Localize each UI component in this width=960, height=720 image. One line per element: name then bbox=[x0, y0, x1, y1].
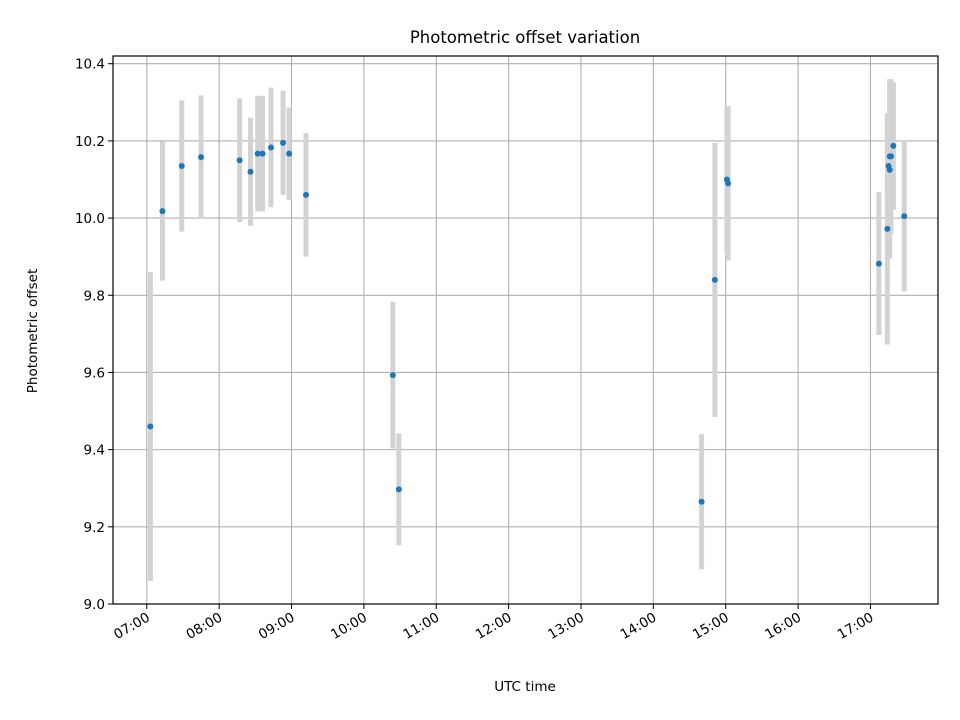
data-point bbox=[887, 153, 894, 160]
y-tick-label: 9.2 bbox=[84, 520, 105, 536]
data-point bbox=[159, 208, 166, 215]
y-tick-label: 9.6 bbox=[84, 365, 105, 381]
data-point bbox=[725, 180, 732, 187]
data-point bbox=[280, 139, 287, 146]
chart-title: Photometric offset variation bbox=[410, 28, 640, 47]
y-tick-label: 10.2 bbox=[75, 134, 105, 150]
data-point bbox=[198, 154, 205, 161]
y-tick-label: 9.4 bbox=[84, 443, 105, 459]
data-points bbox=[147, 139, 908, 505]
y-axis-ticks: 9.0 9.2 9.4 9.6 9.8 10.0 10.2 10.4 bbox=[75, 57, 113, 613]
y-tick-label: 9.0 bbox=[84, 597, 105, 613]
data-point bbox=[884, 225, 891, 232]
x-axis-label: UTC time bbox=[494, 679, 556, 695]
data-point bbox=[247, 168, 254, 175]
y-tick-label: 10.4 bbox=[75, 57, 105, 73]
data-point bbox=[901, 213, 908, 220]
data-point bbox=[147, 423, 154, 430]
plot-frame bbox=[112, 55, 939, 605]
data-point bbox=[711, 276, 718, 283]
data-point bbox=[254, 150, 261, 157]
data-point bbox=[389, 372, 396, 379]
data-point bbox=[236, 157, 243, 164]
data-point bbox=[302, 191, 309, 198]
data-point bbox=[178, 162, 185, 169]
data-point bbox=[698, 498, 705, 505]
data-point bbox=[259, 150, 266, 157]
data-point bbox=[268, 144, 275, 151]
data-point bbox=[890, 142, 897, 149]
data-point bbox=[886, 166, 893, 173]
y-tick-label: 10.0 bbox=[75, 211, 105, 227]
data-point bbox=[286, 150, 293, 157]
y-axis-label: Photometric offset bbox=[25, 269, 41, 393]
data-point bbox=[875, 260, 882, 267]
data-point bbox=[395, 486, 402, 493]
y-tick-label: 9.8 bbox=[84, 288, 105, 304]
